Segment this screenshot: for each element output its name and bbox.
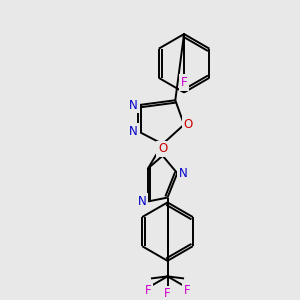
Text: F: F [145,284,152,296]
Text: N: N [179,167,188,180]
Text: F: F [184,284,190,296]
Text: N: N [129,125,138,138]
Text: O: O [183,118,193,131]
Text: F: F [164,287,171,300]
Text: N: N [138,195,147,208]
Text: O: O [158,142,167,155]
Text: F: F [181,76,188,89]
Text: N: N [129,99,138,112]
